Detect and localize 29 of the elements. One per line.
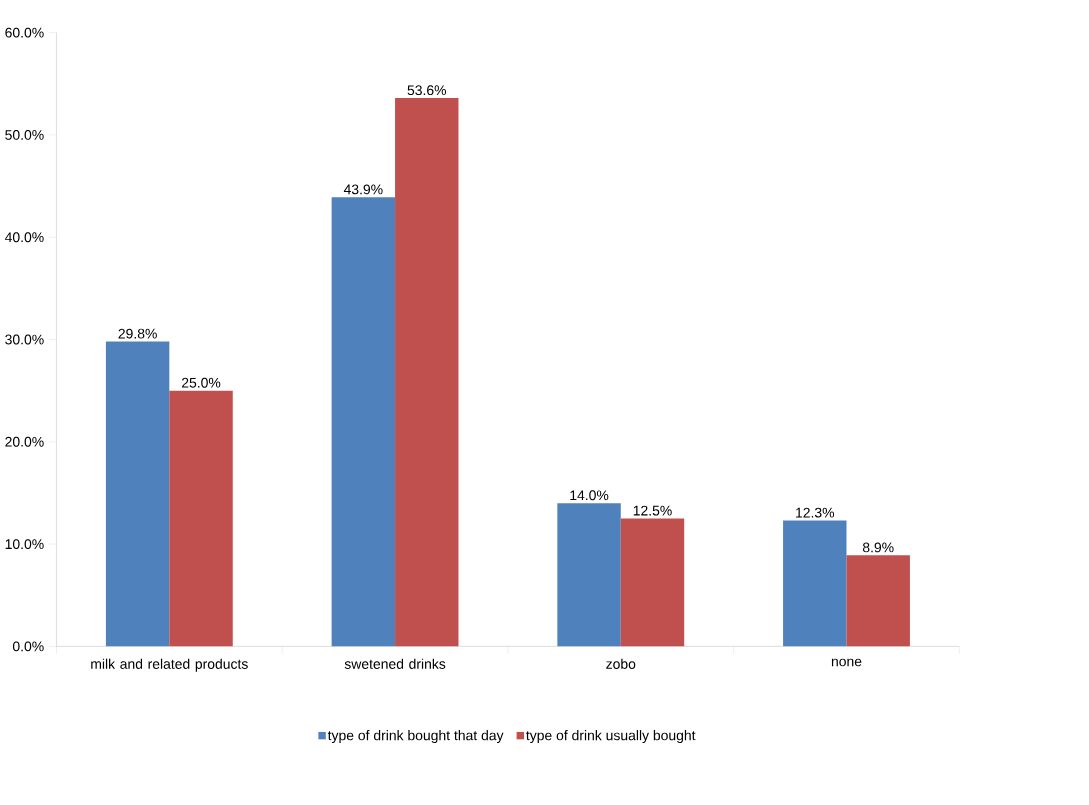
bar: [331, 197, 396, 647]
x-tick-label: zobo: [606, 658, 636, 669]
x-tick-label: none: [831, 658, 862, 667]
data-label: 53.6%: [407, 85, 447, 96]
y-tick-label: 50.0%: [5, 130, 44, 140]
y-tick-label: 60.0%: [5, 27, 44, 38]
data-label: 25.0%: [181, 377, 221, 388]
data-label: 43.9%: [343, 184, 383, 195]
data-label: 8.9%: [862, 542, 894, 553]
bar: [395, 98, 459, 647]
bar: [846, 555, 910, 647]
bar: [105, 341, 170, 647]
legend-label: type of drink bought that day: [327, 730, 504, 744]
bar: [169, 390, 233, 647]
y-tick-label: 10.0%: [5, 539, 44, 550]
bar: [620, 518, 685, 647]
legend-label: type of drink usually bought: [526, 730, 696, 744]
data-label: 29.8%: [118, 328, 157, 339]
y-tick-label: 20.0%: [5, 436, 44, 447]
bar: [557, 503, 621, 647]
x-tick-label: milk and related products: [91, 658, 248, 672]
data-label: 12.3%: [796, 507, 835, 518]
bar: [783, 520, 847, 647]
x-tick-label: swetened drinks: [344, 658, 446, 669]
y-tick-label: 0.0%: [12, 641, 44, 652]
data-label: 14.0%: [570, 490, 609, 501]
data-label: 12.5%: [633, 505, 672, 516]
y-tick-label: 40.0%: [4, 232, 44, 243]
y-tick-label: 30.0%: [5, 334, 44, 345]
